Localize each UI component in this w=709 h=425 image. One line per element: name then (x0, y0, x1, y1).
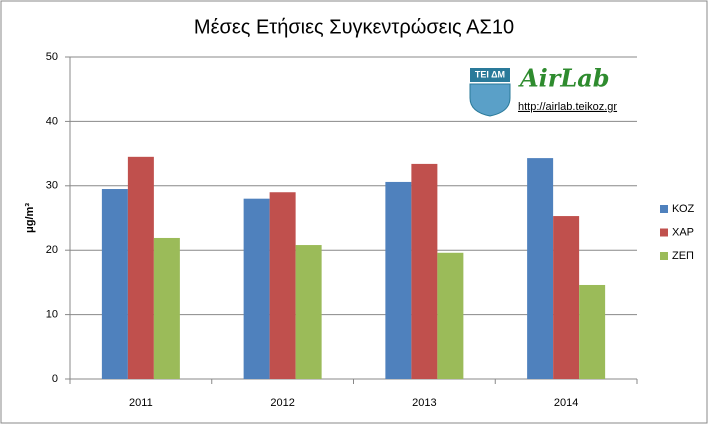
chart-title: Μέσες Ετήσιες Συγκεντρώσεις ΑΣ10 (194, 16, 514, 38)
logo-badge: ΤΕΙ ΔΜ (475, 69, 505, 79)
x-tick-label: 2013 (412, 397, 436, 409)
y-tick-label: 10 (46, 309, 58, 321)
y-tick-label: 30 (46, 180, 58, 192)
x-tick-label: 2014 (554, 397, 578, 409)
y-tick-label: 0 (52, 373, 58, 385)
legend-swatch (660, 252, 668, 260)
bar (269, 192, 296, 379)
bar (295, 245, 322, 379)
legend-swatch (660, 228, 668, 237)
y-tick-label: 40 (46, 115, 58, 127)
x-tick-label: 2012 (270, 397, 294, 409)
bar (153, 237, 180, 379)
x-tick-label: 2011 (129, 397, 153, 409)
legend-swatch (660, 205, 668, 213)
logo-shield (469, 83, 511, 117)
bar (127, 156, 154, 379)
bar (243, 198, 270, 379)
bar (437, 252, 464, 379)
y-tick-label: 20 (46, 244, 58, 256)
legend-label: ΖΕΠ (672, 250, 694, 262)
bar (101, 189, 128, 379)
legend-label: ΚΟΖ (672, 203, 695, 215)
legend-label: ΧΑΡ (672, 226, 694, 238)
bar (385, 181, 412, 379)
logo-url: http://airlab.teikoz.gr (518, 101, 617, 113)
logo-badge-bg (470, 68, 510, 82)
bar (527, 158, 554, 379)
bar (579, 284, 606, 379)
bar (553, 216, 580, 379)
logo: ΤΕΙ ΔΜ AirLab http://airlab.teikoz.gr (469, 64, 617, 117)
logo-name: AirLab (518, 64, 610, 93)
y-axis-label: μg/m³ (24, 203, 36, 233)
bar (411, 163, 438, 379)
y-tick-label: 50 (46, 51, 58, 63)
